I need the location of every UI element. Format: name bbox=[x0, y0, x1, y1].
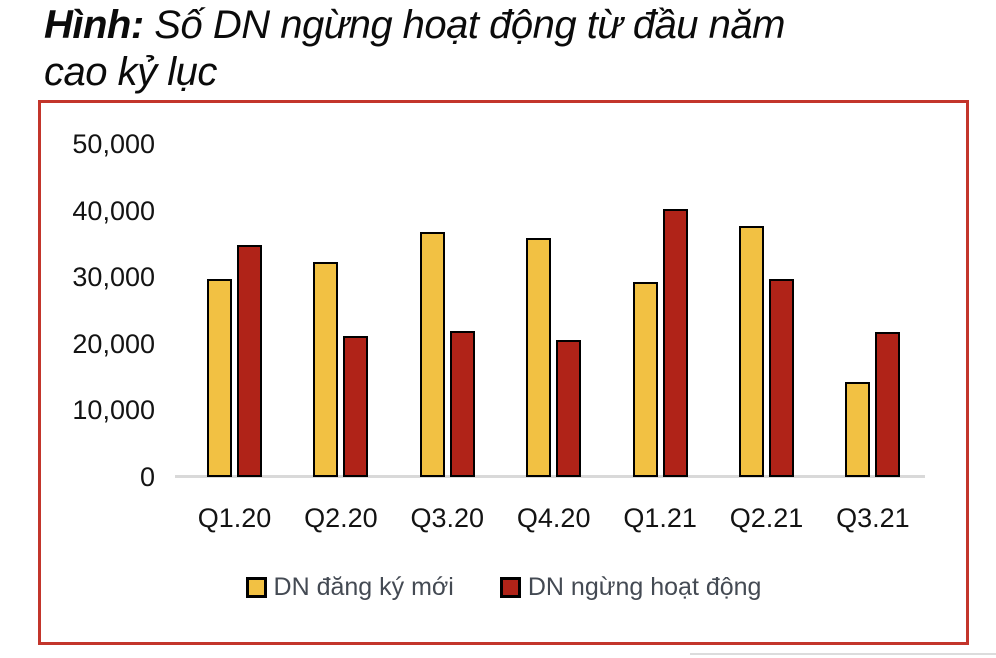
y-tick-label: 0 bbox=[139, 462, 155, 492]
y-tick-label: 40,000 bbox=[72, 196, 155, 226]
legend-item-new: DN đăng ký mới bbox=[245, 573, 454, 602]
bar-dn-ngung-hoat-dong-q1-20 bbox=[237, 245, 262, 477]
y-tick-label: 20,000 bbox=[72, 329, 155, 359]
legend-item-ceased: DN ngừng hoạt động bbox=[499, 573, 762, 602]
bar-dn-dang-ky-moi-q1-21 bbox=[632, 282, 658, 477]
legend: DN đăng ký mới DN ngừng hoạt động bbox=[41, 573, 966, 602]
bar-dn-ngung-hoat-dong-q3-20 bbox=[449, 331, 475, 477]
figure-title-line2: cao kỷ lục bbox=[44, 50, 217, 95]
page-edge-line bbox=[690, 653, 996, 655]
bar-dn-dang-ky-moi-q4-20 bbox=[526, 238, 552, 477]
bar-dn-dang-ky-moi-q2-21 bbox=[739, 226, 764, 477]
x-tick-label: Q3.20 bbox=[410, 503, 485, 533]
bar-dn-ngung-hoat-dong-q2-20 bbox=[343, 336, 369, 477]
legend-swatch-new-icon bbox=[245, 577, 267, 598]
figure-title: Hình: Số DN ngừng hoạt động từ đầu năm c… bbox=[44, 2, 944, 96]
y-tick-label: 10,000 bbox=[72, 395, 155, 425]
legend-swatch-ceased-icon bbox=[499, 577, 521, 598]
chart-frame: DN đăng ký mới DN ngừng hoạt động Q1.20 Q… bbox=[38, 100, 969, 645]
chart: DN đăng ký mới DN ngừng hoạt động Q1.20 Q… bbox=[41, 103, 966, 642]
bar-dn-dang-ky-moi-q2-20 bbox=[313, 262, 339, 477]
legend-label-new: DN đăng ký mới bbox=[273, 573, 454, 601]
x-tick-label: Q1.21 bbox=[623, 503, 697, 533]
x-tick-label: Q4.20 bbox=[516, 503, 591, 533]
bar-dn-ngung-hoat-dong-q3-21 bbox=[875, 332, 901, 477]
x-tick-label: Q3.21 bbox=[836, 503, 910, 533]
figure-title-prefix: Hình: bbox=[44, 3, 144, 47]
x-tick-label: Q1.20 bbox=[197, 503, 272, 533]
figure-title-line1: Số DN ngừng hoạt động từ đầu năm bbox=[143, 3, 785, 47]
x-tick-label: Q2.20 bbox=[304, 503, 378, 533]
bar-dn-ngung-hoat-dong-q4-20 bbox=[556, 340, 582, 477]
bar-dn-ngung-hoat-dong-q1-21 bbox=[662, 209, 688, 477]
x-tick-label: Q2.21 bbox=[729, 503, 804, 533]
legend-label-ceased: DN ngừng hoạt động bbox=[527, 573, 762, 601]
bar-dn-ngung-hoat-dong-q2-21 bbox=[769, 279, 794, 477]
plot-area bbox=[175, 144, 925, 478]
y-tick-label: 30,000 bbox=[72, 262, 155, 292]
bar-dn-dang-ky-moi-q3-21 bbox=[845, 382, 871, 477]
bar-dn-dang-ky-moi-q1-20 bbox=[207, 279, 232, 477]
y-tick-label: 50,000 bbox=[72, 129, 155, 159]
bar-dn-dang-ky-moi-q3-20 bbox=[419, 232, 445, 477]
